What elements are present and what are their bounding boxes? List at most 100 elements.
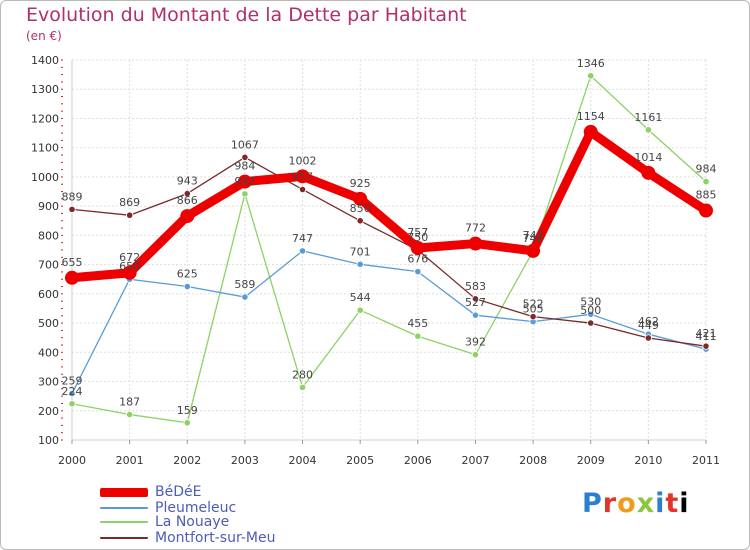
x-tick-label: 2011 [692,454,720,467]
data-point [68,400,76,408]
data-point [529,313,537,321]
data-label: 984 [696,163,717,176]
legend-swatch [100,487,148,497]
data-point [353,191,368,206]
data-label: 943 [177,175,198,188]
data-label: 757 [407,226,428,239]
axes: 100 200 300 400 500 600 700 800 900 1000 1100 1200 1… [31,54,720,467]
data-point [644,126,652,134]
data-labels: 224 187 159 942 280 544 455 392 746 1346 1161 984 25… [62,57,717,417]
y-tick-label: 700 [38,259,59,272]
data-label: 522 [523,298,544,311]
data-label: 1014 [634,151,662,164]
data-point [65,270,79,285]
data-point [410,240,425,255]
data-label: 625 [177,268,198,281]
x-tick-label: 2001 [116,454,144,467]
y-tick-label: 900 [38,200,59,213]
data-point [414,332,422,340]
grid [71,59,707,440]
data-label: 747 [523,229,544,242]
data-label: 655 [62,256,83,269]
legend-item-la-nouaye: La Nouaye [100,514,229,530]
legend-label: Montfort-sur-Meu [155,530,276,546]
data-label: 889 [62,190,83,203]
data-point [298,247,307,255]
data-label: 455 [407,317,428,330]
data-point [298,185,307,194]
data-label: 583 [465,280,486,293]
y-tick-label: 800 [38,229,59,242]
x-tick-label: 2008 [519,454,547,467]
y-tick-label: 400 [38,346,59,359]
legend-item-pleumeleuc: Pleumeleuc [100,500,236,516]
data-point [471,351,480,359]
data-label: 942 [234,175,255,188]
data-point [241,293,249,301]
data-label: 187 [119,396,140,409]
data-label: 1002 [289,154,317,167]
data-point [583,124,598,139]
proxiti-logo: Proxiti [582,488,690,519]
data-point [414,268,422,276]
chart-unit-label: (en €) [26,29,62,43]
data-point [180,209,195,224]
series-line-3 [71,156,707,347]
data-label: 392 [465,336,486,349]
data-label: 500 [580,304,601,317]
x-tick-label: 2007 [461,454,489,467]
data-label: 159 [177,404,198,417]
data-label: 869 [119,196,140,209]
data-label: 676 [407,253,428,266]
y-tick-label: 1200 [31,112,59,125]
y-tick-label: 100 [38,434,59,447]
x-tick-label: 2000 [58,454,86,467]
data-point [468,236,483,251]
data-label: 701 [350,245,371,258]
data-point [183,419,191,427]
data-label: 224 [62,385,83,398]
data-label: 530 [580,295,601,308]
y-tick-label: 600 [38,288,59,301]
data-point [356,217,364,225]
data-point [241,153,249,161]
data-point [68,389,76,398]
data-point [183,189,191,198]
data-point [471,311,480,319]
legend-swatch [100,507,148,509]
data-label: 449 [638,319,659,332]
x-tick-label: 2004 [289,454,317,467]
legend-label: La Nouaye [155,514,230,530]
series-lines [65,72,713,427]
data-point [122,265,137,280]
data-label: 772 [465,222,486,235]
y-tick-label: 1100 [31,142,59,155]
data-label: 259 [62,375,83,388]
data-label: 747 [292,232,313,245]
data-label: 589 [234,278,255,291]
data-point [587,310,595,318]
series-line-0 [67,127,711,283]
chart-title: Evolution du Montant de la Dette par Hab… [26,4,467,26]
data-point [183,282,191,291]
data-point [68,205,76,213]
data-label: 984 [234,160,255,173]
x-tick-label: 2002 [173,454,201,467]
y-tick-label: 300 [38,376,59,389]
legend-label: Pleumeleuc [155,500,237,516]
x-tick-label: 2003 [231,454,259,467]
data-point [126,211,134,219]
y-tick-label: 200 [38,405,59,418]
series-line-2 [71,75,707,424]
data-label: 885 [696,189,717,202]
legend-swatch [100,537,148,539]
data-label: 750 [407,231,428,244]
data-label: 650 [119,260,140,273]
data-label: 544 [350,291,371,304]
data-label: 1154 [577,110,605,123]
data-point [471,295,480,303]
data-point [702,342,710,350]
data-label: 421 [696,327,717,340]
y-tick-label: 1300 [31,83,59,96]
